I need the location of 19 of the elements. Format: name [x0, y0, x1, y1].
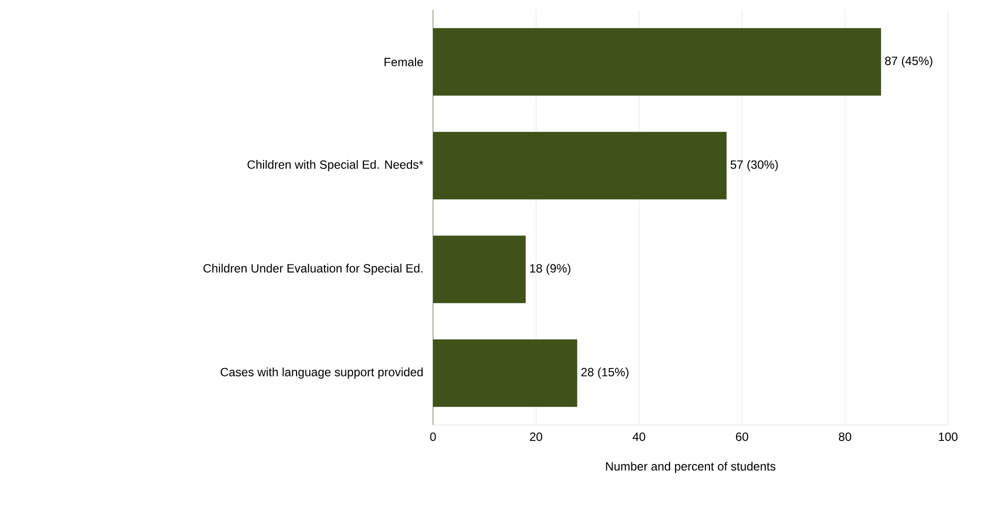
- x-tick-label: 100: [938, 432, 958, 441]
- data-label: 87 (45%): [885, 56, 932, 68]
- bar: [433, 28, 882, 96]
- x-tick-label: 20: [530, 432, 542, 441]
- x-axis-title: Number and percent of students: [606, 462, 776, 473]
- y-tick-label: Children with Special Ed. Needs*: [248, 160, 424, 172]
- y-tick-label: Cases with language support provided: [220, 368, 423, 379]
- x-tick-label: 40: [632, 432, 646, 441]
- x-tick-label: 0: [430, 432, 436, 441]
- y-tick-label: Female: [384, 57, 423, 66]
- bar: [433, 339, 578, 407]
- x-tick-label: 80: [838, 432, 852, 441]
- y-tick-label: Children Under Evaluation for Special Ed.: [203, 264, 422, 275]
- data-label: 57 (30%): [730, 160, 778, 172]
- x-tick-label: 60: [736, 432, 748, 441]
- data-label: 28 (15%): [581, 368, 628, 379]
- data-label: 18 (9%): [530, 264, 570, 275]
- bar: [433, 132, 727, 200]
- bar: [433, 236, 526, 304]
